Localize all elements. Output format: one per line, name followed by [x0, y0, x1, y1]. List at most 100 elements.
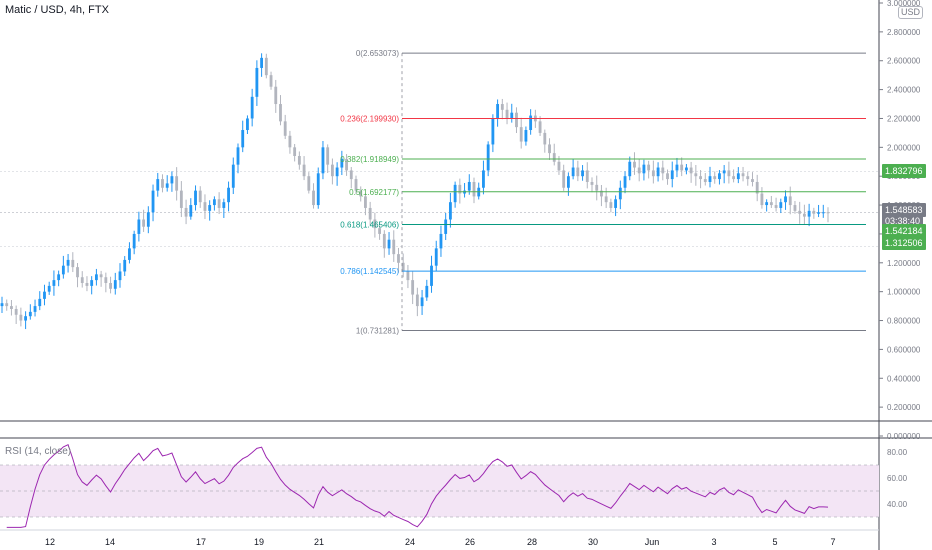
candle-body	[420, 297, 424, 307]
candle-body	[651, 170, 655, 177]
currency-badge[interactable]: USD	[898, 6, 924, 19]
candle-body	[246, 118, 249, 131]
y-tick-label: 2.000000	[887, 143, 921, 152]
x-tick-label: Jun	[645, 537, 660, 547]
candle-body	[798, 210, 802, 214]
x-tick-label: 17	[196, 537, 206, 547]
candle-body	[330, 164, 334, 177]
candle-body	[486, 144, 490, 171]
label-b: 1.542184	[882, 224, 926, 238]
y-tick-label: 0.400000	[887, 374, 921, 383]
candle-body	[165, 183, 169, 188]
candle-body	[600, 190, 603, 197]
candle-body	[260, 57, 264, 68]
candle-body	[713, 176, 717, 180]
candle-body	[807, 210, 811, 217]
candle-body	[5, 303, 9, 307]
y-tick-label: 0.200000	[887, 403, 921, 412]
candle-body	[760, 193, 764, 206]
candle-body	[628, 161, 632, 177]
candle-body	[529, 115, 533, 131]
candle-body	[279, 104, 282, 122]
candle-body	[515, 112, 518, 128]
y-tick-label: 2.200000	[887, 114, 921, 123]
candle-body	[741, 173, 745, 177]
candle-body	[732, 176, 736, 180]
candle-body	[61, 265, 65, 275]
last-price-label: 1.548583	[882, 203, 926, 217]
candle-body	[722, 170, 726, 174]
candle-body	[562, 170, 566, 188]
rsi-indicator-title[interactable]: RSI (14, close)	[5, 446, 72, 457]
candle-body	[661, 167, 665, 174]
candle-body	[609, 202, 613, 208]
y-tick-label: 1.000000	[887, 288, 921, 297]
candle-body	[0, 303, 4, 307]
candle-body	[170, 176, 174, 184]
y-tick-label: 0.600000	[887, 345, 921, 354]
fib-level-label: 0.382(1.918949)	[340, 155, 399, 164]
candle-body	[231, 164, 235, 188]
candle-body	[28, 311, 32, 317]
candle-body	[718, 173, 721, 180]
candle-body	[80, 277, 84, 284]
candle-body	[321, 147, 325, 174]
candle-body	[543, 132, 547, 145]
candle-body	[642, 164, 646, 174]
candle-body	[189, 205, 193, 217]
candle-body	[519, 127, 523, 142]
candle-body	[217, 199, 221, 208]
fib-level-label: 0.786(1.142545)	[340, 267, 399, 276]
candle-body	[425, 285, 429, 298]
candle-body	[812, 210, 816, 214]
y-tick-label: 2.800000	[887, 28, 921, 37]
candle-body	[66, 259, 70, 266]
fib-level-label: 0.5(1.692177)	[349, 188, 399, 197]
candle-body	[52, 280, 56, 286]
candle-body	[24, 316, 28, 321]
fib-level-label: 0.618(1.465406)	[340, 220, 399, 229]
candle-body	[94, 274, 98, 281]
candle-body	[618, 187, 622, 200]
candle-body	[746, 176, 750, 180]
candle-body	[368, 207, 372, 220]
x-tick-label: 5	[772, 537, 777, 547]
candle-body	[90, 280, 94, 286]
candle-body	[524, 130, 528, 142]
candle-body	[109, 283, 112, 289]
candle-body	[802, 213, 806, 217]
candle-body	[411, 280, 415, 295]
x-tick-label: 12	[45, 537, 55, 547]
candle-body	[552, 153, 556, 162]
candle-body	[415, 294, 419, 307]
candle-body	[557, 161, 561, 171]
candle-body	[241, 130, 245, 148]
candle-body	[208, 205, 212, 211]
candle-body	[387, 239, 391, 249]
candle-body	[274, 86, 278, 105]
candle-body	[151, 190, 155, 213]
candle-body	[576, 167, 580, 177]
candle-body	[566, 176, 570, 188]
y-tick-label: 2.600000	[887, 57, 921, 66]
fib-level-label: 0.236(2.199930)	[340, 114, 399, 123]
candle-body	[132, 233, 136, 249]
candle-body	[392, 239, 396, 255]
candle-body	[269, 75, 273, 87]
candle-body	[401, 262, 405, 272]
y-tick-label: 1.200000	[887, 259, 921, 268]
candle-body	[378, 228, 382, 234]
candle-body	[364, 196, 367, 208]
candle-body	[482, 170, 485, 188]
candle-body	[43, 291, 46, 299]
candle-body	[184, 207, 188, 217]
x-tick-label: 14	[105, 537, 115, 547]
candle-body	[312, 190, 315, 206]
candle-body	[680, 164, 684, 171]
candle-body	[703, 179, 707, 182]
candle-body	[788, 196, 792, 206]
candle-body	[76, 267, 79, 278]
candle-body	[359, 190, 363, 197]
x-tick-label: 3	[711, 537, 716, 547]
